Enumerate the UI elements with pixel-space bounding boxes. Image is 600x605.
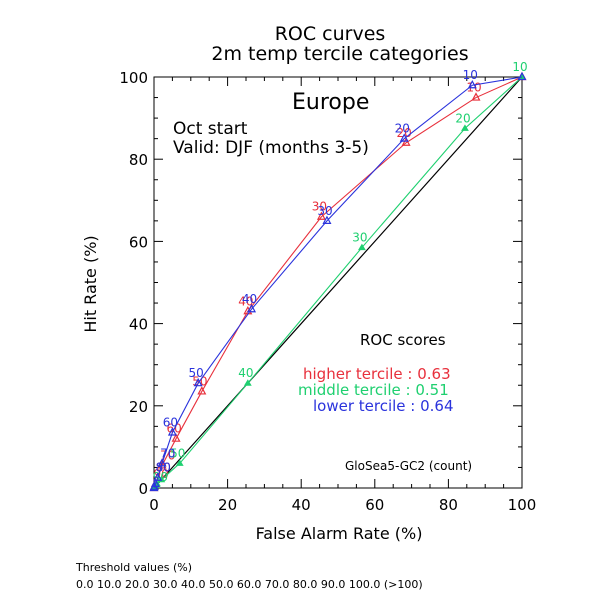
threshold-values: 0.0 10.0 20.0 30.0 40.0 50.0 60.0 70.0 8… [76, 578, 423, 591]
plot-area: 0020204040606080801001001020304050607080… [119, 60, 536, 514]
threshold-label-middle: 30 [352, 231, 367, 245]
roc-point-lower [167, 427, 177, 436]
threshold-label-lower: 70 [160, 446, 175, 460]
legend-title: ROC scores [360, 331, 446, 349]
roc-point-lower [157, 458, 167, 467]
legend-middle: middle tercile : 0.51 [298, 381, 449, 399]
threshold-label-lower: 30 [317, 204, 332, 218]
roc-point-lower [149, 482, 159, 492]
threshold-label-higher: 40 [238, 294, 253, 308]
roc-point-lower [517, 71, 527, 81]
x-tick-label: 0 [149, 496, 159, 514]
model-label: GloSea5-GC2 (count) [345, 459, 472, 473]
roc-point-higher [171, 433, 181, 442]
y-tick-label: 40 [129, 316, 148, 334]
x-tick-label: 80 [439, 496, 458, 514]
threshold-label-middle: 10 [512, 60, 527, 74]
threshold-label-lower: 50 [189, 366, 204, 380]
threshold-label-higher: 30 [312, 200, 327, 214]
threshold-label-lower: 80 [156, 461, 171, 475]
y-tick-label: 80 [129, 151, 148, 169]
roc-point-higher [157, 460, 167, 469]
roc-point-higher [401, 137, 411, 146]
valid-label: Valid: DJF (months 3-5) [173, 138, 369, 158]
threshold-label-lower: 20 [395, 122, 410, 136]
chart-subtitle: 2m temp tercile categories [211, 43, 468, 65]
roc-point-higher [471, 92, 481, 101]
threshold-label-lower: 10 [463, 68, 478, 82]
roc-point-higher [316, 211, 326, 220]
x-tick-label: 100 [508, 496, 537, 514]
y-tick-label: 20 [129, 398, 148, 416]
start-label: Oct start [173, 119, 248, 139]
roc-point-middle [243, 379, 252, 386]
y-tick-label: 60 [129, 233, 148, 251]
roc-point-lower [467, 79, 477, 89]
threshold-label-middle: 40 [238, 366, 253, 380]
region-label: Europe [292, 90, 369, 115]
y-tick-label: 100 [119, 69, 148, 87]
chart-title: ROC curves [275, 23, 386, 45]
roc-point-lower [322, 215, 332, 224]
threshold-title: Threshold values (%) [75, 561, 192, 574]
threshold-label-lower: 40 [242, 292, 257, 306]
x-tick-label: 60 [365, 496, 384, 514]
roc-point-lower [153, 472, 163, 481]
threshold-label-middle: 50 [170, 446, 185, 460]
roc-point-middle [175, 459, 184, 466]
threshold-label-lower: 60 [163, 416, 178, 430]
x-tick-label: 20 [218, 496, 237, 514]
threshold-label-middle: 20 [455, 111, 470, 125]
y-axis-label: Hit Rate (%) [81, 235, 100, 332]
x-axis-label: False Alarm Rate (%) [256, 524, 423, 543]
roc-point-higher [197, 386, 207, 395]
legend-higher: higher tercile : 0.63 [303, 365, 451, 383]
legend-lower: lower tercile : 0.64 [313, 397, 454, 415]
roc-point-middle [358, 243, 366, 251]
y-tick-label: 0 [138, 480, 148, 498]
roc-point-lower [399, 133, 409, 142]
roc-point-lower [193, 377, 203, 387]
x-tick-label: 40 [292, 496, 311, 514]
roc-point-middle [461, 124, 469, 131]
no-skill-diagonal [153, 76, 523, 489]
roc-point-lower [247, 303, 257, 313]
